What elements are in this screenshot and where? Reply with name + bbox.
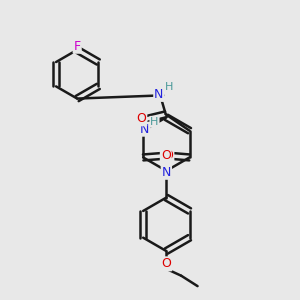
Text: N: N [140,123,149,136]
Text: O: O [161,149,171,162]
Text: O: O [136,112,146,125]
Text: N: N [162,166,171,179]
Text: N: N [154,88,164,101]
Text: O: O [164,149,173,162]
Text: H: H [150,117,159,127]
Text: H: H [164,82,173,92]
Text: O: O [161,257,171,270]
Text: F: F [74,40,81,53]
